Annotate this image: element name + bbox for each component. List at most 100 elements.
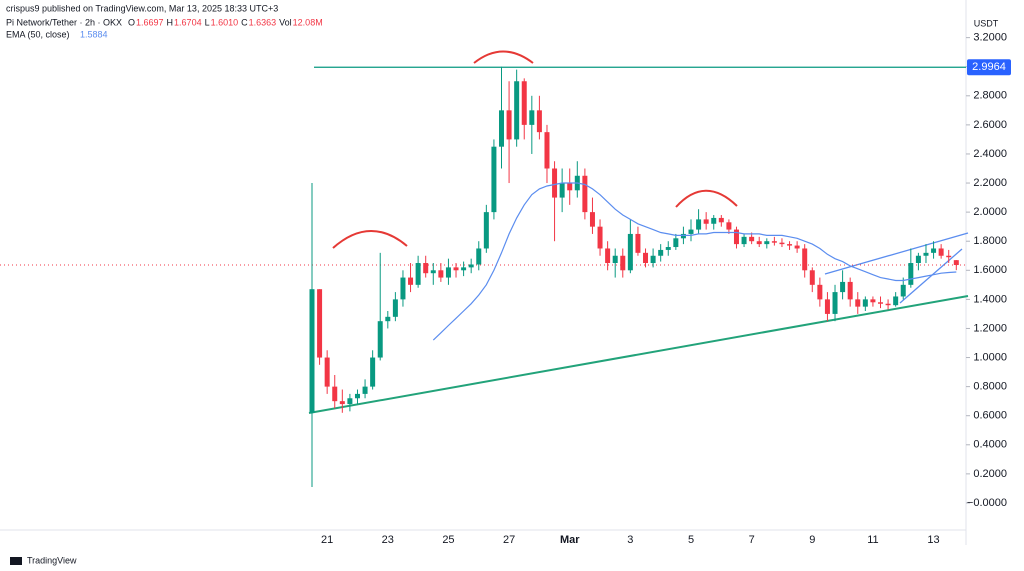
arc-head: [473, 50, 534, 64]
candle-body: [878, 302, 883, 304]
ohlc-legend: O 1.6697 H 1.6704 L 1.6010 C 1.6363 Vol 12.08M: [128, 17, 323, 27]
candle-body: [870, 299, 876, 303]
candle-body: [309, 289, 315, 413]
candle-body: [931, 248, 937, 253]
legend-key: L: [205, 17, 210, 27]
candle-body: [840, 281, 846, 293]
candle-body: [506, 110, 512, 140]
candle-body: [771, 241, 777, 243]
candle-body: [567, 183, 573, 191]
y-tick-label: 2.6000: [973, 119, 1007, 131]
candle-body: [476, 248, 482, 265]
candle-body: [733, 229, 739, 245]
y-tick-label: 0.2000: [973, 468, 1007, 480]
candle-body: [589, 212, 595, 227]
y-tick-label: 1.2000: [973, 322, 1007, 334]
candle-body: [855, 299, 861, 307]
candle-body: [521, 81, 527, 125]
candle-body: [552, 168, 558, 198]
candle-body: [832, 292, 838, 314]
wedge-upper: [824, 232, 969, 275]
arc-left: [332, 230, 408, 249]
candle-body: [643, 252, 649, 264]
x-tick-label: 13: [927, 534, 939, 546]
candle-body: [430, 270, 436, 274]
arc-right: [675, 189, 738, 208]
candle-body: [536, 110, 542, 133]
candle-body: [756, 241, 762, 245]
candle-body: [445, 267, 451, 278]
x-tick-label: 27: [503, 534, 515, 546]
candle-body: [711, 217, 717, 224]
candle-body: [324, 357, 330, 387]
candle-body: [559, 183, 565, 198]
support-trendline: [308, 295, 969, 414]
plot: 3.20003.00002.80002.60002.40002.20002.00…: [0, 32, 1011, 546]
candle-body: [703, 219, 709, 224]
candle-body: [665, 247, 671, 250]
legend-value: 1.6010: [211, 17, 239, 27]
candle-body: [529, 110, 535, 125]
candle-body: [605, 248, 611, 264]
candle-body: [317, 289, 323, 358]
candle-body: [923, 252, 929, 256]
candle-body: [885, 303, 891, 306]
candle-body: [908, 263, 914, 285]
candle-body: [514, 81, 520, 140]
x-tick-label: 21: [321, 534, 333, 546]
candle-body: [779, 242, 785, 245]
candle-body: [483, 212, 489, 249]
y-tick-label: 1.8000: [973, 235, 1007, 247]
candle-body: [408, 277, 414, 285]
y-tick-label: 2.8000: [973, 90, 1007, 102]
candle-body: [673, 238, 679, 248]
candle-body: [423, 263, 429, 274]
x-tick-label: 23: [382, 534, 394, 546]
candle-body: [635, 233, 641, 253]
y-tick-label: 1.0000: [973, 351, 1007, 363]
y-tick-label: 1.4000: [973, 293, 1007, 305]
candle-body: [385, 316, 391, 322]
ema-last: 1.5884: [80, 29, 108, 39]
candle-body: [847, 281, 853, 300]
candle-body: [377, 321, 383, 358]
candle-body: [453, 267, 459, 271]
candle-body: [726, 222, 732, 230]
y-tick-label: 2.4000: [973, 148, 1007, 160]
ema-line: [432, 182, 957, 341]
level-badge: [967, 59, 1011, 76]
legend-value: 1.6363: [249, 17, 277, 27]
y-tick-label: 0.8000: [973, 381, 1007, 393]
brand: TradingView: [27, 555, 77, 565]
y-unit: USDT: [974, 18, 999, 28]
x-tick-label: 5: [688, 534, 694, 546]
candle-body: [862, 299, 868, 307]
symbol-title: Pi Network/Tether · 2h · OKX: [6, 17, 122, 27]
candle-body: [354, 393, 360, 399]
x-tick-label: 3: [627, 534, 633, 546]
y-tick-label: −0.0000: [967, 497, 1007, 509]
candle-body: [696, 219, 702, 230]
level-label: 2.9964: [972, 61, 1006, 73]
candle-body: [339, 401, 345, 405]
candle-body: [438, 270, 444, 278]
x-tick-label: 9: [809, 534, 815, 546]
legend-key: C: [241, 17, 248, 27]
publisher: crispus9 published on TradingView.com, M…: [6, 3, 278, 13]
x-tick-label: 11: [867, 534, 878, 546]
candle-body: [953, 260, 959, 266]
candle-body: [627, 233, 633, 271]
ema-name: EMA (50, close): [6, 29, 70, 39]
legend-value: 12.08M: [293, 17, 323, 27]
candle-body: [658, 249, 664, 256]
y-tick-label: 1.6000: [973, 264, 1007, 276]
candle-body: [362, 386, 368, 394]
candle-body: [718, 217, 724, 223]
brand-logo: [10, 557, 22, 565]
candle-body: [915, 255, 921, 264]
candle-body: [491, 146, 497, 213]
y-tick-label: 2.2000: [973, 177, 1007, 189]
candle-body: [764, 241, 770, 245]
candle-body: [597, 226, 603, 249]
